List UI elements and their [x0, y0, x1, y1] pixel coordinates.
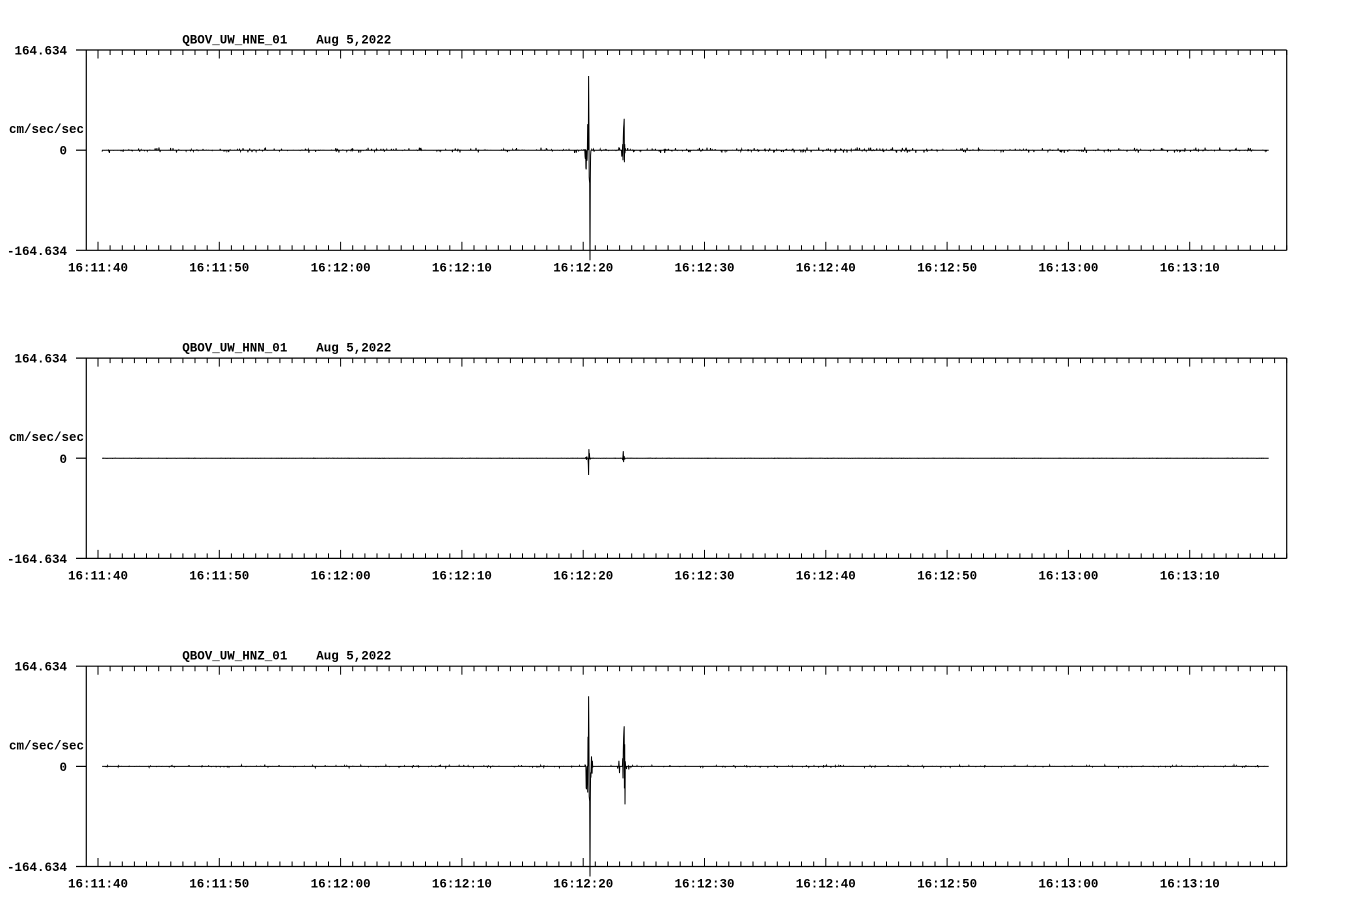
svg-text:0: 0	[59, 145, 67, 159]
svg-text:Aug 5,2022: Aug 5,2022	[316, 650, 391, 664]
svg-text:16:12:20: 16:12:20	[553, 878, 613, 892]
svg-text:Aug 5,2022: Aug 5,2022	[316, 342, 391, 356]
svg-text:16:11:50: 16:11:50	[189, 261, 249, 275]
svg-text:cm/sec/sec: cm/sec/sec	[9, 123, 84, 137]
svg-text:-164.634: -164.634	[7, 245, 68, 259]
svg-text:16:11:50: 16:11:50	[189, 878, 249, 892]
svg-text:16:12:30: 16:12:30	[674, 878, 734, 892]
svg-text:16:13:00: 16:13:00	[1038, 569, 1098, 583]
svg-text:0: 0	[59, 453, 67, 467]
svg-text:16:11:50: 16:11:50	[189, 569, 249, 583]
svg-text:16:12:50: 16:12:50	[917, 261, 977, 275]
svg-text:cm/sec/sec: cm/sec/sec	[9, 739, 84, 753]
svg-text:16:12:20: 16:12:20	[553, 261, 613, 275]
svg-text:-164.634: -164.634	[7, 861, 68, 875]
svg-text:16:12:40: 16:12:40	[796, 878, 856, 892]
svg-text:Aug 5,2022: Aug 5,2022	[316, 34, 391, 48]
svg-text:164.634: 164.634	[14, 45, 67, 59]
svg-text:16:12:50: 16:12:50	[917, 569, 977, 583]
svg-text:-164.634: -164.634	[7, 553, 68, 567]
svg-text:16:12:10: 16:12:10	[432, 261, 492, 275]
svg-text:16:11:40: 16:11:40	[68, 878, 128, 892]
svg-text:QBOV_UW_HNN_01: QBOV_UW_HNN_01	[182, 342, 287, 356]
svg-text:QBOV_UW_HNE_01: QBOV_UW_HNE_01	[182, 34, 287, 48]
svg-text:16:12:10: 16:12:10	[432, 878, 492, 892]
svg-text:16:12:40: 16:12:40	[796, 261, 856, 275]
svg-text:QBOV_UW_HNZ_01: QBOV_UW_HNZ_01	[182, 650, 287, 664]
svg-text:16:13:10: 16:13:10	[1160, 569, 1220, 583]
svg-text:16:13:10: 16:13:10	[1160, 878, 1220, 892]
svg-text:16:12:00: 16:12:00	[311, 569, 371, 583]
svg-text:16:13:00: 16:13:00	[1038, 878, 1098, 892]
svg-text:16:11:40: 16:11:40	[68, 569, 128, 583]
svg-text:16:12:40: 16:12:40	[796, 569, 856, 583]
svg-text:0: 0	[59, 761, 67, 775]
svg-text:16:13:00: 16:13:00	[1038, 261, 1098, 275]
svg-text:16:12:10: 16:12:10	[432, 569, 492, 583]
svg-text:164.634: 164.634	[14, 661, 67, 675]
svg-text:cm/sec/sec: cm/sec/sec	[9, 431, 84, 445]
svg-text:16:12:30: 16:12:30	[674, 261, 734, 275]
svg-text:164.634: 164.634	[14, 353, 67, 367]
svg-text:16:13:10: 16:13:10	[1160, 261, 1220, 275]
svg-text:16:12:50: 16:12:50	[917, 878, 977, 892]
svg-text:16:12:20: 16:12:20	[553, 569, 613, 583]
svg-text:16:12:00: 16:12:00	[311, 878, 371, 892]
svg-text:16:12:00: 16:12:00	[311, 261, 371, 275]
svg-text:16:11:40: 16:11:40	[68, 261, 128, 275]
svg-text:16:12:30: 16:12:30	[674, 569, 734, 583]
